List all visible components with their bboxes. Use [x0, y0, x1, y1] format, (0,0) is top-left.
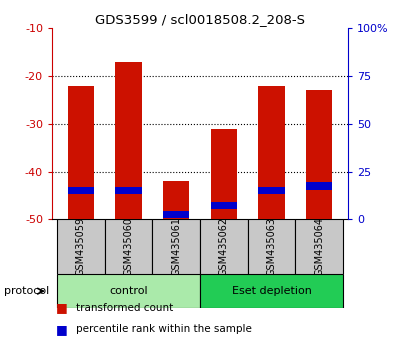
Bar — [68, 187, 94, 194]
Bar — [115, 62, 142, 219]
Bar — [57, 219, 104, 274]
Title: GDS3599 / scl0018508.2_208-S: GDS3599 / scl0018508.2_208-S — [95, 13, 305, 26]
Text: GSM435064: GSM435064 — [314, 217, 324, 276]
Text: ■: ■ — [56, 302, 68, 314]
Text: control: control — [109, 286, 148, 296]
Text: GSM435062: GSM435062 — [219, 217, 229, 276]
Bar — [200, 219, 248, 274]
Bar — [258, 187, 285, 194]
Text: GSM435061: GSM435061 — [171, 217, 181, 276]
Bar — [306, 182, 332, 190]
Bar — [104, 219, 152, 274]
Text: GSM435063: GSM435063 — [267, 217, 277, 276]
Text: protocol: protocol — [4, 286, 49, 296]
Bar — [296, 219, 343, 274]
Text: GSM435059: GSM435059 — [76, 217, 86, 276]
Bar — [115, 187, 142, 194]
Bar — [200, 274, 343, 308]
Bar — [68, 86, 94, 219]
Text: ■: ■ — [56, 323, 68, 336]
Text: Eset depletion: Eset depletion — [232, 286, 312, 296]
Bar — [163, 211, 189, 218]
Text: transformed count: transformed count — [76, 303, 173, 313]
Text: percentile rank within the sample: percentile rank within the sample — [76, 324, 252, 334]
Bar — [211, 129, 237, 219]
Bar — [306, 91, 332, 219]
Bar — [152, 219, 200, 274]
Bar — [248, 219, 296, 274]
Text: GSM435060: GSM435060 — [123, 217, 133, 276]
Bar — [163, 181, 189, 219]
Bar — [211, 201, 237, 209]
Bar — [258, 86, 285, 219]
Bar — [57, 274, 200, 308]
